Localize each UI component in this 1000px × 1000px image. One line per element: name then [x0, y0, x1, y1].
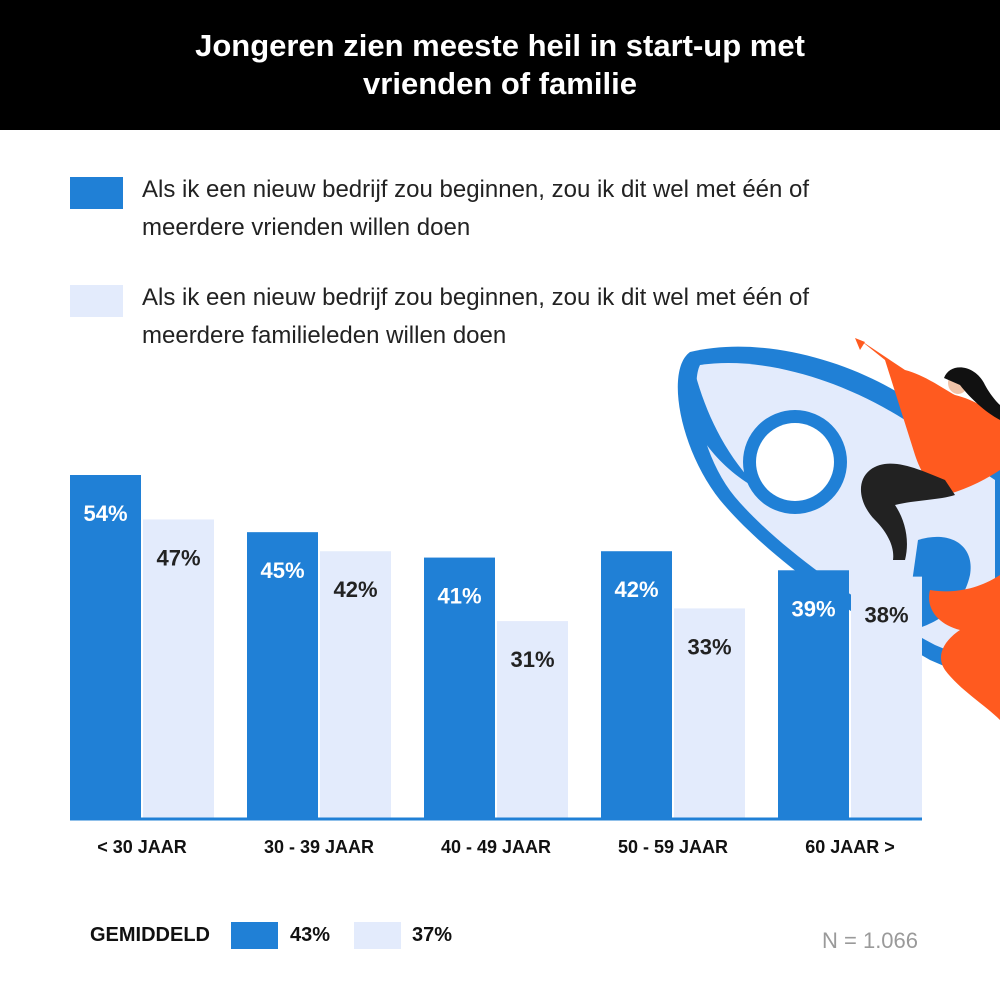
data-label-vrienden-2: 41%: [437, 584, 481, 609]
category-label-0: < 30 JAAR: [97, 837, 187, 857]
average-swatch-dark-blue: [231, 922, 278, 949]
sample-size-label: N = 1.066: [822, 928, 919, 953]
average-swatch-light-blue: [354, 922, 401, 949]
average-value-vrienden: 43%: [290, 924, 331, 946]
chart-title: Jongeren zien meeste heil in start-up me…: [195, 28, 805, 101]
category-label-1: 30 - 39 JAAR: [264, 837, 374, 857]
data-label-vrienden-0: 54%: [83, 501, 127, 526]
bar-familie-1: [320, 551, 391, 818]
bar-familie-0: [143, 519, 214, 818]
data-label-familie-3: 33%: [687, 634, 731, 659]
bar-familie-4: [851, 576, 922, 818]
bar-vrienden-3: [601, 551, 672, 818]
bar-vrienden-0: [70, 475, 141, 818]
average-value-familie: 37%: [412, 924, 453, 946]
bar-vrienden-2: [424, 557, 495, 818]
data-label-vrienden-3: 42%: [614, 577, 658, 602]
data-label-familie-2: 31%: [510, 647, 554, 672]
bar-vrienden-4: [778, 570, 849, 818]
data-label-familie-1: 42%: [333, 577, 377, 602]
legend-swatch-light-blue: [70, 285, 123, 317]
legend-text-familie: Als ik een nieuw bedrijf zou beginnen, z…: [142, 284, 810, 349]
category-label-3: 50 - 59 JAAR: [618, 837, 728, 857]
bar-familie-3: [674, 608, 745, 818]
bar-familie-2: [497, 621, 568, 818]
data-label-familie-0: 47%: [156, 545, 200, 570]
average-label: GEMIDDELD: [90, 924, 210, 946]
data-label-vrienden-4: 39%: [791, 596, 835, 621]
legend-text-vrienden: Als ik een nieuw bedrijf zou beginnen, z…: [142, 176, 810, 241]
data-label-familie-4: 38%: [864, 603, 908, 628]
title-banner: Jongeren zien meeste heil in start-up me…: [0, 0, 1000, 130]
category-label-4: 60 JAAR >: [805, 837, 895, 857]
category-label-2: 40 - 49 JAAR: [441, 837, 551, 857]
data-label-vrienden-1: 45%: [260, 558, 304, 583]
legend-swatch-dark-blue: [70, 177, 123, 209]
bar-vrienden-1: [247, 532, 318, 818]
